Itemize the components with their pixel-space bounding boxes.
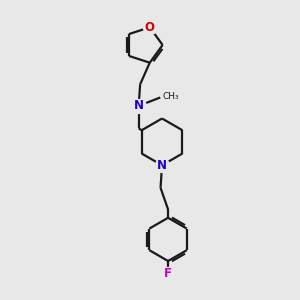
Text: N: N	[157, 159, 167, 172]
Text: F: F	[164, 267, 172, 280]
Text: O: O	[145, 21, 155, 34]
Text: N: N	[134, 99, 144, 112]
Text: CH₃: CH₃	[162, 92, 179, 101]
